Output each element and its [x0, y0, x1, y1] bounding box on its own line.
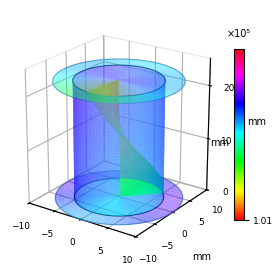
Text: ×10⁵: ×10⁵: [227, 29, 251, 38]
Y-axis label: mm: mm: [192, 252, 211, 261]
Text: mm: mm: [210, 138, 229, 148]
